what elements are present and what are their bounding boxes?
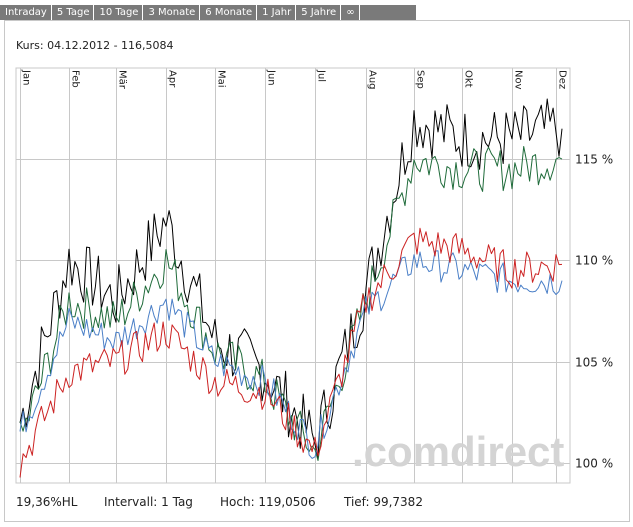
series-line-3 xyxy=(19,227,563,478)
tab-1-jahr[interactable]: 1 Jahr xyxy=(257,5,297,20)
x-tick-label: Aug xyxy=(367,70,378,90)
series-line-0 xyxy=(19,98,563,459)
footer-intervall: Intervall: 1 Tag xyxy=(104,495,193,509)
x-tick-label: Nov xyxy=(513,70,524,90)
series-line-2 xyxy=(19,250,563,459)
timeframe-tabbar: Intraday 5 Tage 10 Tage 3 Monate 6 Monat… xyxy=(0,5,416,20)
x-tick-label: Jan xyxy=(21,69,32,85)
x-tick-label: Jul xyxy=(316,69,327,82)
tab-intraday[interactable]: Intraday xyxy=(0,5,52,20)
series-line-1 xyxy=(19,146,563,461)
y-tick-label: 100 % xyxy=(575,457,613,471)
x-tick-label: Feb xyxy=(70,70,81,88)
x-tick-label: Sep xyxy=(415,70,426,89)
tab-all[interactable]: ∞ xyxy=(341,5,360,20)
footer-hoch: Hoch: 119,0506 xyxy=(220,495,316,509)
plot-border xyxy=(15,67,571,484)
tab-5-tage[interactable]: 5 Tage xyxy=(52,5,95,20)
y-tick-label: 105 % xyxy=(575,356,613,370)
price-header: Kurs: 04.12.2012 - 116,5084 xyxy=(16,39,174,52)
tab-10-tage[interactable]: 10 Tage xyxy=(94,5,144,20)
y-tick-label: 115 % xyxy=(575,153,613,167)
x-tick-label: Dez xyxy=(557,70,568,89)
comdirect-watermark: .comdirect xyxy=(352,428,564,475)
tab-3-monate[interactable]: 3 Monate xyxy=(143,5,201,20)
tab-5-jahre[interactable]: 5 Jahre xyxy=(296,5,342,20)
chart-frame xyxy=(4,20,630,522)
x-tick-label: Jun xyxy=(266,69,277,86)
x-tick-label: Okt xyxy=(463,70,474,88)
footer-hl: 19,36%HL xyxy=(16,495,78,509)
tab-6-monate[interactable]: 6 Monate xyxy=(200,5,258,20)
x-tick-label: Mai xyxy=(216,70,227,88)
x-tick-label: Apr xyxy=(167,70,178,88)
footer-tief: Tief: 99,7382 xyxy=(344,495,423,509)
y-tick-label: 110 % xyxy=(575,254,613,268)
x-tick-label: Mär xyxy=(117,70,128,90)
